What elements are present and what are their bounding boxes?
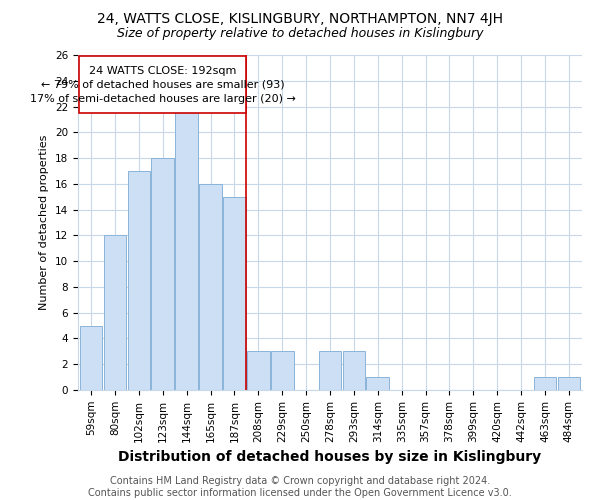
Bar	[128, 171, 150, 390]
Bar	[533, 377, 556, 390]
Bar	[223, 196, 246, 390]
Text: 24, WATTS CLOSE, KISLINGBURY, NORTHAMPTON, NN7 4JH: 24, WATTS CLOSE, KISLINGBURY, NORTHAMPTO…	[97, 12, 503, 26]
X-axis label: Distribution of detached houses by size in Kislingbury: Distribution of detached houses by size …	[118, 450, 542, 464]
Bar	[343, 352, 365, 390]
Text: 24 WATTS CLOSE: 192sqm
← 79% of detached houses are smaller (93)
17% of semi-det: 24 WATTS CLOSE: 192sqm ← 79% of detached…	[29, 66, 295, 104]
Bar	[367, 377, 389, 390]
Y-axis label: Number of detached properties: Number of detached properties	[40, 135, 49, 310]
Bar	[199, 184, 222, 390]
Bar	[151, 158, 174, 390]
Bar	[247, 352, 269, 390]
Bar	[271, 352, 293, 390]
Bar	[557, 377, 580, 390]
Bar	[319, 352, 341, 390]
Text: Contains HM Land Registry data © Crown copyright and database right 2024.
Contai: Contains HM Land Registry data © Crown c…	[88, 476, 512, 498]
FancyBboxPatch shape	[79, 56, 246, 113]
Bar	[104, 236, 127, 390]
Bar	[175, 106, 198, 390]
Bar	[80, 326, 103, 390]
Text: Size of property relative to detached houses in Kislingbury: Size of property relative to detached ho…	[117, 28, 483, 40]
